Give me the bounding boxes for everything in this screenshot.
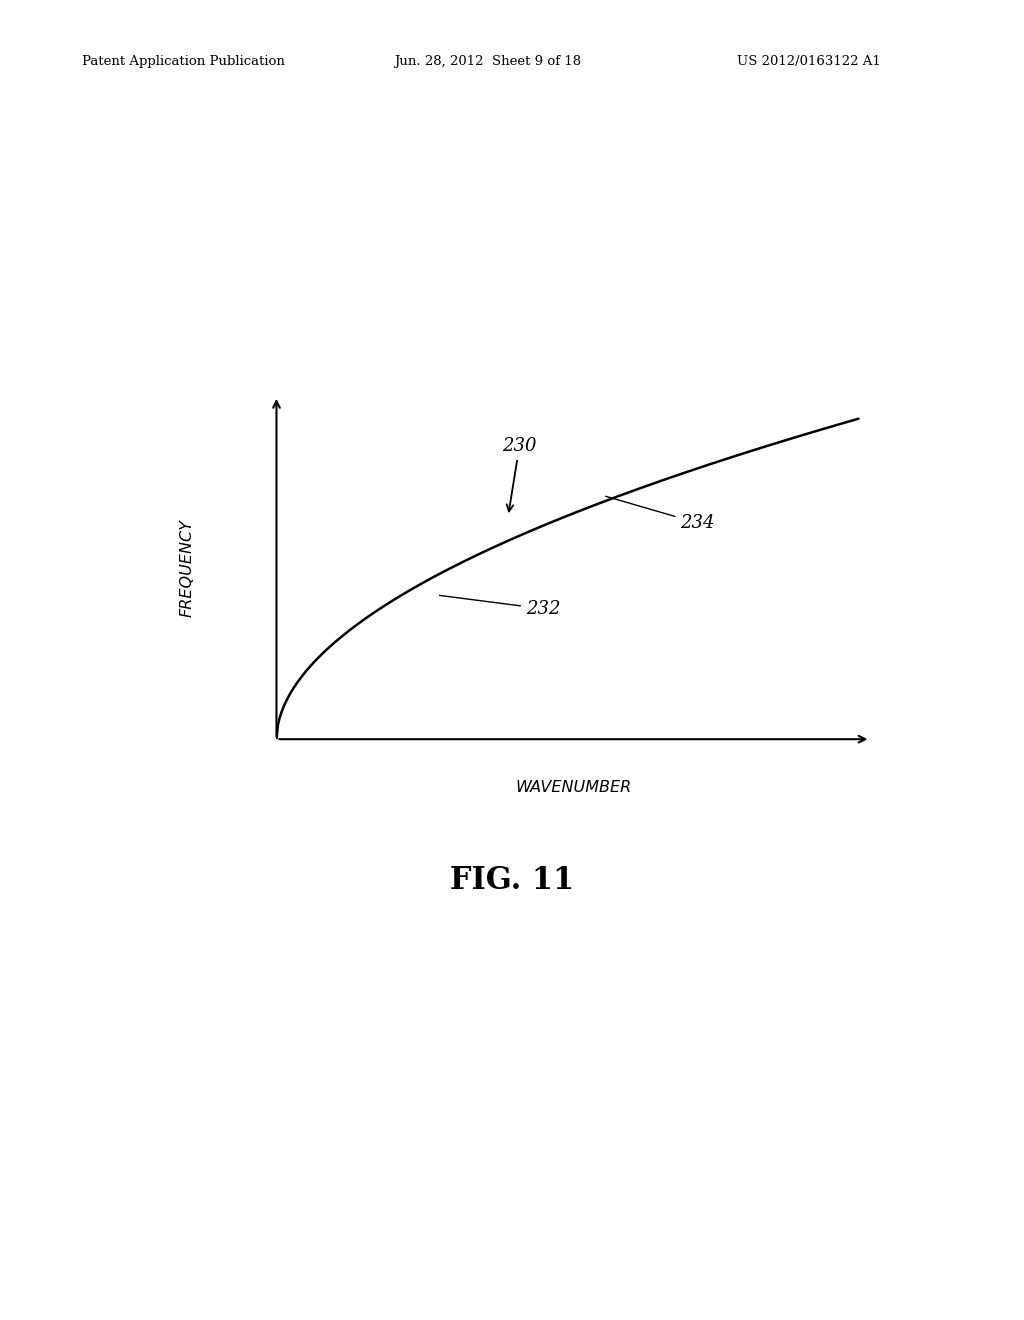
Text: 234: 234 (606, 496, 715, 532)
Text: FIG. 11: FIG. 11 (450, 865, 574, 895)
Text: 232: 232 (439, 595, 560, 618)
Text: WAVENUMBER: WAVENUMBER (515, 780, 632, 796)
Text: 230: 230 (502, 437, 537, 511)
Text: FREQUENCY: FREQUENCY (180, 519, 195, 616)
Text: Patent Application Publication: Patent Application Publication (82, 55, 285, 69)
Text: US 2012/0163122 A1: US 2012/0163122 A1 (737, 55, 881, 69)
Text: Jun. 28, 2012  Sheet 9 of 18: Jun. 28, 2012 Sheet 9 of 18 (394, 55, 582, 69)
